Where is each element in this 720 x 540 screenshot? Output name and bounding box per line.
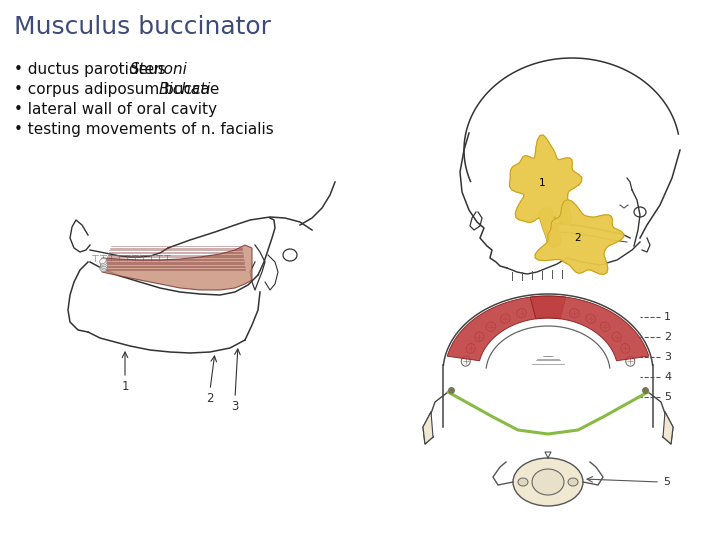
Text: 1: 1	[539, 178, 545, 188]
Polygon shape	[663, 412, 673, 444]
Ellipse shape	[100, 260, 107, 265]
Ellipse shape	[100, 265, 107, 270]
Ellipse shape	[500, 314, 510, 323]
Ellipse shape	[532, 469, 564, 495]
Text: 5: 5	[663, 477, 670, 487]
Text: Musculus buccinator: Musculus buccinator	[14, 15, 271, 39]
Ellipse shape	[513, 458, 583, 506]
Ellipse shape	[99, 266, 107, 272]
Ellipse shape	[518, 478, 528, 486]
Ellipse shape	[626, 356, 635, 366]
Text: 5: 5	[664, 392, 671, 402]
Ellipse shape	[568, 478, 578, 486]
Text: • ductus parotideus: • ductus parotideus	[14, 62, 171, 77]
Ellipse shape	[600, 322, 610, 332]
Text: • lateral wall of oral cavity: • lateral wall of oral cavity	[14, 102, 217, 117]
Ellipse shape	[486, 322, 496, 332]
Text: 3: 3	[664, 352, 671, 362]
Ellipse shape	[570, 309, 580, 318]
Text: 3: 3	[231, 400, 239, 413]
Ellipse shape	[466, 343, 475, 353]
Text: • corpus adiposum buccae: • corpus adiposum buccae	[14, 82, 224, 97]
Polygon shape	[535, 200, 624, 274]
Text: 2: 2	[664, 332, 671, 342]
Ellipse shape	[621, 343, 630, 353]
Text: 2: 2	[206, 392, 214, 405]
Ellipse shape	[462, 356, 470, 366]
Text: 1: 1	[664, 312, 671, 322]
Polygon shape	[423, 412, 433, 444]
Ellipse shape	[101, 264, 107, 268]
Text: Stenoni: Stenoni	[130, 62, 188, 77]
Ellipse shape	[534, 306, 544, 315]
Polygon shape	[447, 296, 566, 361]
Text: 2: 2	[575, 233, 581, 243]
Text: • testing movements of n. facialis: • testing movements of n. facialis	[14, 122, 274, 137]
Ellipse shape	[101, 262, 107, 267]
Polygon shape	[530, 296, 649, 361]
Ellipse shape	[517, 309, 526, 318]
Polygon shape	[102, 245, 252, 290]
Ellipse shape	[552, 306, 562, 315]
Ellipse shape	[586, 314, 595, 323]
Polygon shape	[510, 135, 582, 225]
Text: 1: 1	[121, 380, 129, 393]
Ellipse shape	[612, 332, 621, 342]
Text: Bichati: Bichati	[159, 82, 212, 97]
Ellipse shape	[99, 258, 107, 264]
Ellipse shape	[474, 332, 484, 342]
Text: 4: 4	[664, 372, 671, 382]
